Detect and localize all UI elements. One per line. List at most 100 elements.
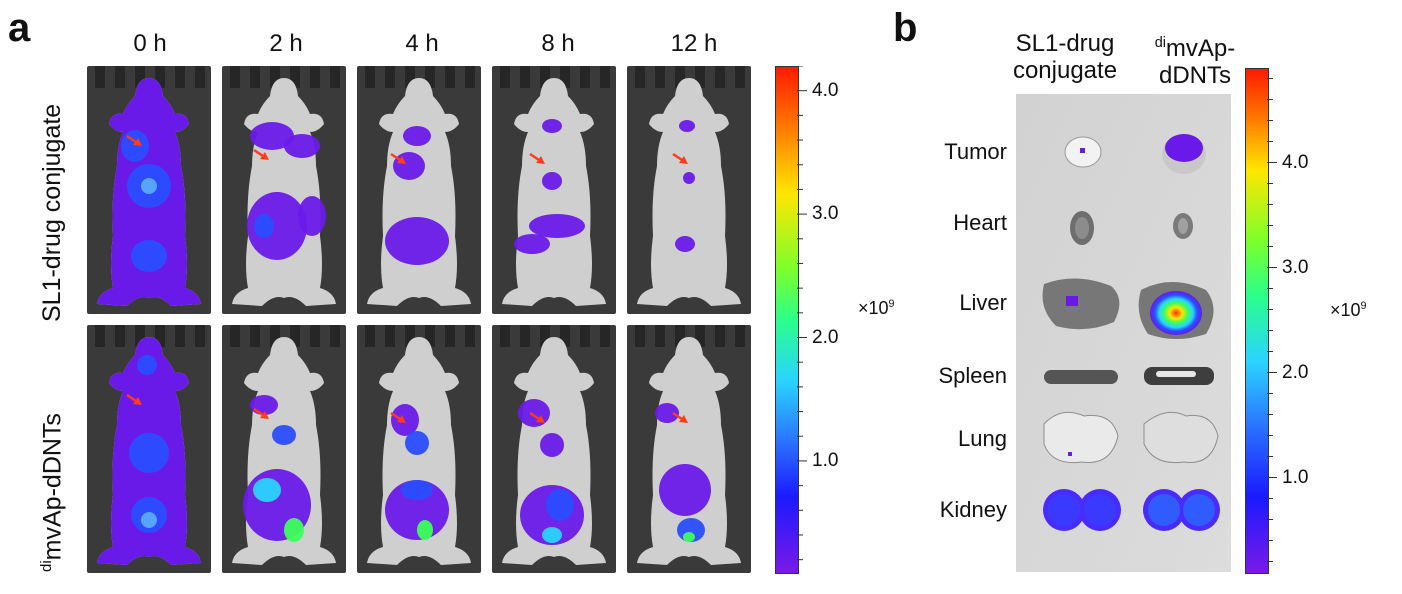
colorbar-a-unit: ×109	[858, 298, 895, 318]
stage-stripe	[250, 66, 260, 88]
stage-stripe	[735, 66, 745, 88]
stage-stripe	[405, 66, 415, 88]
organ-label-lung: Lung	[958, 426, 1007, 451]
stage-stripe	[520, 66, 530, 88]
row-label-sl1: SL1-drug conjugate	[38, 103, 66, 322]
stage-stripe	[385, 66, 395, 88]
tumor-arrow-icon	[390, 152, 406, 164]
fluorescence-signal	[298, 196, 326, 236]
colorbar-a-tick-label: 1.0	[812, 449, 839, 471]
fluorescence-signal	[683, 532, 695, 542]
stage-stripe	[540, 325, 550, 347]
stage-stripe	[445, 66, 455, 88]
colorbar-b-tick-label: 3.0	[1282, 256, 1309, 278]
mouse-image-sl1-4h	[357, 66, 481, 314]
mouse-image-sl1-12h	[627, 66, 751, 314]
colorbar-b-tick-label: 1.0	[1282, 466, 1309, 488]
stage-stripe	[405, 325, 415, 347]
colorbar-a-tick-label: 2.0	[812, 326, 839, 348]
tumor-arrow-icon	[529, 411, 545, 423]
timepoint-label-4h: 4 h	[405, 30, 439, 57]
stage-stripe	[310, 66, 320, 88]
stage-stripe	[655, 66, 665, 88]
tumor-arrow-icon	[672, 411, 688, 423]
stage-stripe	[115, 66, 125, 88]
colorbar-a	[775, 66, 799, 574]
stage-stripe	[465, 66, 475, 88]
timepoint-label-12h: 12 h	[670, 30, 718, 57]
fluorescence-signal	[683, 172, 695, 184]
fluorescence-signal	[141, 178, 157, 194]
stage-stripe	[365, 66, 375, 88]
stage-stripe	[500, 325, 510, 347]
stage-stripe	[600, 66, 610, 88]
fluorescence-signal	[284, 518, 304, 542]
colorbar-a-tick-label: 4.0	[812, 79, 839, 101]
stage-stripe	[95, 66, 105, 88]
fluorescence-signal	[679, 120, 695, 132]
fluorescence-signal	[542, 527, 562, 543]
stage-stripe	[695, 325, 705, 347]
fluorescence-signal	[675, 236, 695, 252]
stage-stripe	[385, 325, 395, 347]
fluorescence-signal	[417, 520, 433, 540]
stage-stripe	[715, 325, 725, 347]
fluorescence-signal	[253, 478, 281, 502]
fluorescence-signal	[393, 152, 425, 180]
stage-stripe	[635, 325, 645, 347]
stage-stripe	[445, 325, 455, 347]
mouse-image-dimvap-4h	[357, 325, 481, 573]
stage-stripe	[425, 325, 435, 347]
stage-stripe	[155, 66, 165, 88]
mouse-image-sl1-2h	[222, 66, 346, 314]
fluorescence-signal	[655, 403, 679, 423]
colorbar-b-unit: ×109	[1330, 300, 1367, 320]
mouse-body	[637, 78, 741, 306]
fluorescence-signal	[514, 234, 550, 254]
tumor-arrow-icon	[253, 407, 269, 419]
row-label-dimvap: dimvAp-dDNTs	[38, 413, 67, 572]
fluorescence-signal	[518, 399, 550, 427]
stage-stripe	[365, 325, 375, 347]
stage-stripe	[135, 325, 145, 347]
mouse-image-sl1-8h	[492, 66, 616, 314]
mouse-image-dimvap-8h	[492, 325, 616, 573]
stage-stripe	[425, 66, 435, 88]
fluorescence-signal	[659, 464, 711, 516]
fluorescence-signal	[391, 404, 419, 436]
stage-stripe	[115, 325, 125, 347]
organ-label-kidney: Kidney	[939, 497, 1007, 522]
fluorescence-signal	[141, 512, 157, 528]
stage-stripe	[580, 66, 590, 88]
organ-label-heart: Heart	[953, 210, 1007, 235]
tumor-arrow-icon	[529, 152, 545, 164]
colorbar-a-ticks	[797, 66, 807, 561]
stage-stripe	[560, 325, 570, 347]
colorbar-b-ticks	[1267, 78, 1277, 562]
tumor-arrow-icon	[126, 134, 142, 146]
stage-stripe	[540, 66, 550, 88]
fluorescence-signal	[272, 425, 296, 445]
stage-stripe	[655, 325, 665, 347]
fluorescence-signal	[250, 122, 294, 150]
stage-stripe	[695, 66, 705, 88]
fluorescence-signal	[542, 172, 562, 190]
colorbar-b-tick-label: 2.0	[1282, 361, 1309, 383]
colorbar-b	[1245, 68, 1269, 574]
mouse-image-dimvap-2h	[222, 325, 346, 573]
panel-b-letter: b	[893, 6, 918, 50]
fluorescence-signal	[121, 130, 149, 162]
stage-stripe	[135, 66, 145, 88]
panel-a-letter: a	[8, 6, 31, 50]
stage-stripe	[175, 66, 185, 88]
fluorescence-signal	[284, 134, 320, 158]
stage-stripe	[310, 325, 320, 347]
organ-label-spleen: Spleen	[938, 363, 1007, 388]
mouse-image-dimvap-0h	[87, 325, 211, 573]
stage-stripe	[270, 325, 280, 347]
fluorescence-signal	[247, 192, 307, 260]
fluorescence-signal	[137, 355, 157, 375]
mouse-image-sl1-0h	[87, 66, 211, 314]
stage-stripe	[195, 66, 205, 88]
organ-label-liver: Liver	[959, 290, 1007, 315]
